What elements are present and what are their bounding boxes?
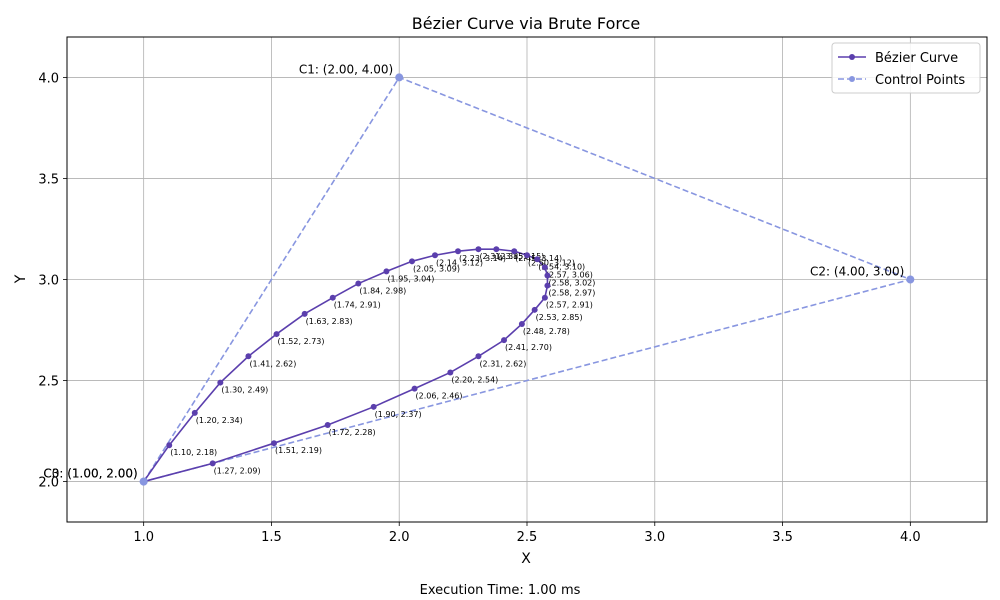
bezier-point-label: (2.38, 3.15)	[497, 252, 544, 261]
bezier-point-label: (2.48, 2.78)	[523, 327, 570, 336]
y-tick-label: 4.0	[38, 71, 59, 86]
x-tick-label: 4.0	[900, 530, 921, 545]
bezier-point	[541, 264, 548, 271]
bezier-point-label: (2.31, 2.62)	[479, 359, 526, 368]
bezier-point-label: (2.20, 2.54)	[451, 375, 498, 384]
bezier-point	[329, 294, 336, 301]
bezier-point	[524, 252, 530, 259]
bezier-point	[383, 268, 390, 275]
control-polygon-line	[142, 76, 913, 483]
bezier-point	[493, 246, 500, 253]
bezier-point-label: (2.05, 3.09)	[413, 264, 460, 273]
x-tick-label: 2.5	[517, 530, 538, 545]
control-point-label: C2: (4.00, 3.00)	[810, 265, 904, 279]
bezier-point	[209, 460, 216, 467]
y-tick-label: 2.5	[38, 375, 59, 390]
bezier-point-label: (1.74, 2.91)	[334, 301, 381, 310]
bezier-point	[191, 409, 198, 416]
bezier-point	[518, 320, 525, 327]
bezier-point	[544, 282, 551, 289]
bezier-point	[370, 403, 377, 410]
bezier-point	[475, 353, 482, 360]
execution-time: Execution Time: 1.00 ms	[420, 583, 581, 598]
bezier-point	[501, 337, 507, 344]
bezier-point-label: (1.72, 2.28)	[329, 428, 376, 437]
bezier-point	[217, 379, 224, 386]
bezier-point-label: (1.27, 2.09)	[214, 466, 261, 475]
control-point	[906, 275, 915, 284]
bezier-point-label: (2.41, 2.70)	[505, 343, 552, 352]
x-tick-label: 1.5	[261, 530, 282, 545]
bezier-point-label: (2.53, 2.85)	[536, 313, 583, 322]
bezier-point	[409, 258, 415, 265]
control-point	[395, 73, 404, 82]
y-tick-label: 3.5	[38, 172, 59, 187]
bezier-point-label: (1.20, 2.34)	[196, 416, 243, 425]
bezier-point-label: (1.51, 2.19)	[275, 446, 322, 455]
bezier-point	[432, 252, 438, 259]
bezier-point-label: (1.63, 2.83)	[306, 317, 353, 326]
bezier-point	[324, 422, 331, 428]
bezier-point-label: (2.23, 3.14)	[459, 254, 506, 263]
bezier-point-label: (2.06, 2.46)	[416, 392, 463, 401]
x-tick-label: 1.0	[133, 530, 154, 545]
y-tick-label: 2.0	[38, 476, 59, 491]
bezier-point	[531, 306, 538, 313]
bezier-point	[455, 248, 461, 255]
bezier-point	[447, 369, 454, 376]
x-tick-label: 2.0	[389, 530, 410, 545]
bezier-point-label: (2.31, 3.15)	[479, 252, 526, 261]
bezier-point	[534, 256, 541, 263]
bezier-point	[511, 248, 518, 255]
plot-area: (1.10, 2.18) (1.20, 2.34) (1.30, 2.49) (1.4…	[43, 62, 915, 486]
bezier-point-label: (1.52, 2.73)	[278, 337, 325, 346]
bezier-point	[475, 246, 482, 253]
control-point-label: C1: (2.00, 4.00)	[299, 62, 393, 76]
bezier-point	[301, 310, 308, 317]
bezier-point	[245, 353, 252, 360]
bezier-point-label: (2.57, 3.06)	[546, 270, 593, 279]
bezier-point-label: (1.30, 2.49)	[221, 386, 268, 395]
bezier-point-label: (2.14, 3.12)	[436, 258, 483, 267]
x-axis-title: X	[521, 551, 531, 567]
legend-box	[831, 42, 981, 94]
bezier-point-label: (2.50, 3.12)	[528, 258, 575, 267]
bezier-point	[411, 385, 418, 392]
legend: Bézier Curve Control Points	[831, 42, 981, 94]
x-tick-label: 3.0	[644, 530, 665, 545]
bezier-point-label: (1.10, 2.18)	[170, 448, 217, 457]
bezier-point-label: (2.58, 2.97)	[548, 289, 595, 298]
y-tick-label: 3.0	[38, 274, 59, 289]
legend-entry-label: Control Points	[875, 73, 965, 88]
bezier-point-label: (1.84, 2.98)	[359, 287, 406, 296]
bezier-point	[355, 280, 362, 287]
bezier-point-label: (2.57, 2.91)	[546, 301, 593, 310]
legend-swatch-marker	[849, 54, 855, 60]
bezier-point-label: (1.95, 3.04)	[387, 274, 434, 283]
legend-swatch-marker	[849, 76, 855, 82]
bezier-point-label: (2.54, 3.10)	[538, 262, 585, 271]
x-tick-label: 3.5	[772, 530, 793, 545]
bezier-point-label: (1.90, 2.37)	[375, 410, 422, 419]
control-point	[139, 477, 148, 486]
bezier-point	[166, 442, 173, 449]
legend-entry-label: Bézier Curve	[875, 51, 958, 66]
bezier-point	[271, 440, 277, 447]
bezier-point	[273, 331, 280, 338]
chart-title: Bézier Curve via Brute Force	[412, 14, 640, 33]
bezier-point-label: (1.41, 2.62)	[249, 359, 296, 368]
bezier-point	[544, 272, 551, 279]
bezier-point	[541, 294, 548, 301]
bezier-point-label: (2.58, 3.02)	[548, 278, 595, 287]
y-axis-title: Y	[13, 274, 29, 284]
axis-ticks: 1.0 1.5 2.0 2.5 3.0 3.5 4.0 2.0 2.5 3.0 3.5 4.0	[38, 71, 920, 545]
